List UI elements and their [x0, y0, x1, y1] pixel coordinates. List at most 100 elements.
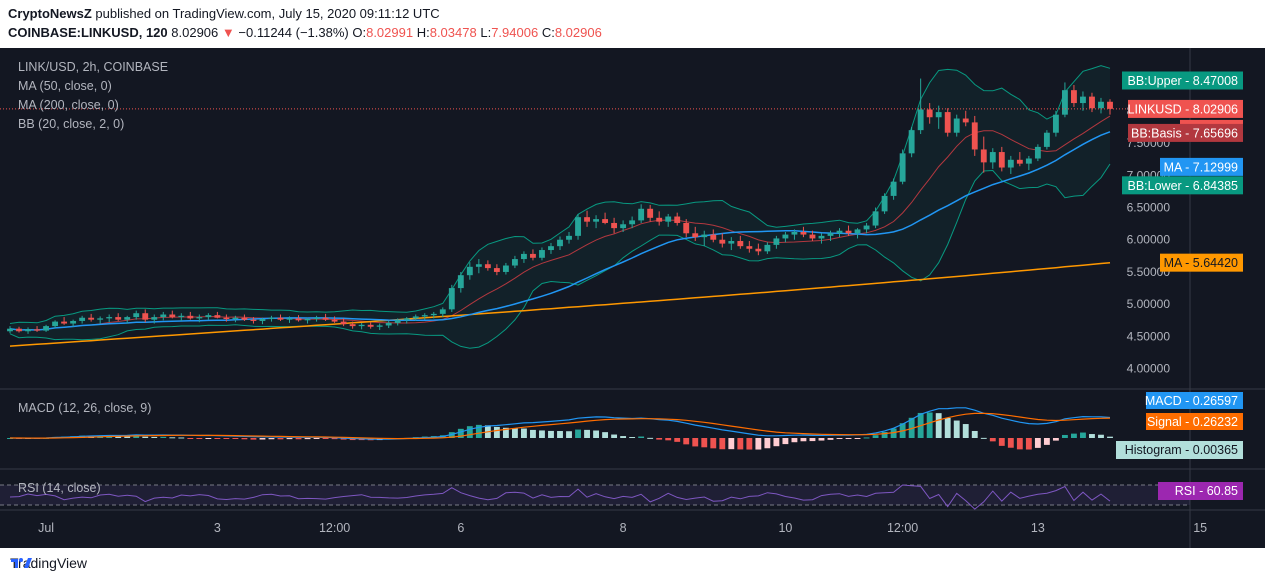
candle-body	[782, 234, 789, 239]
y-tick-label: 6.50000	[1127, 200, 1171, 214]
x-tick-label: 6	[457, 521, 464, 535]
candle-body	[322, 317, 329, 320]
macd-histogram-bar	[620, 436, 627, 438]
candle-body	[899, 153, 906, 182]
macd-histogram-bar	[944, 417, 951, 438]
macd-histogram-bar	[809, 438, 816, 442]
macd-histogram-bar	[1025, 438, 1032, 450]
candlestick-chart[interactable]: 4.00000 4.50000 5.00000 5.50000 6.00000 6.500…	[0, 48, 1265, 548]
macd-histogram-bar	[493, 426, 500, 438]
bb-lower-tag-bg	[1122, 176, 1243, 195]
ma200-line	[9, 261, 1111, 347]
candle-body	[466, 266, 473, 276]
legend-bb: BB (20, close, 2, 0)	[18, 117, 125, 131]
macd-histogram-bar	[502, 427, 509, 438]
candle-body	[1089, 96, 1095, 109]
macd-histogram-bar	[863, 437, 870, 439]
candle-body	[557, 239, 563, 247]
tradingview-logo[interactable]: TradingView	[10, 555, 87, 571]
candle-body	[620, 224, 627, 229]
macd-histogram-bar	[989, 438, 996, 442]
macd-histogram-bar	[638, 436, 645, 438]
candle-body	[863, 225, 870, 230]
candle-body	[385, 322, 392, 326]
macd-histogram-bar	[196, 438, 203, 439]
last-price: 8.02906	[171, 25, 219, 40]
candle-body	[809, 234, 816, 239]
macd-histogram-bar	[926, 412, 933, 438]
macd-histogram-bar	[241, 438, 248, 440]
candle-body	[214, 315, 221, 318]
macd-histogram-bar	[737, 438, 744, 450]
candle-body	[665, 216, 672, 222]
macd-histogram-bar	[557, 431, 563, 438]
candle-body	[1025, 158, 1032, 164]
candle-body	[710, 234, 717, 240]
publisher-name[interactable]: CryptoNewsZ	[8, 6, 92, 21]
macd-histogram-bar	[890, 428, 897, 438]
macd-histogram-bar	[1061, 434, 1068, 438]
candle-body	[791, 231, 798, 235]
candle-body	[926, 109, 933, 118]
candle-body	[872, 211, 879, 226]
y-tick-label: 4.00000	[1127, 362, 1171, 376]
candle-body	[647, 208, 654, 218]
macd-histogram-bar	[719, 438, 726, 450]
candle-body	[1007, 159, 1014, 168]
candle-body	[1061, 90, 1068, 115]
candle-body	[764, 244, 771, 252]
macd-histogram-bar	[178, 437, 185, 439]
chart-area[interactable]: 4.00000 4.50000 5.00000 5.50000 6.00000 6.500…	[0, 48, 1265, 548]
candle-body	[998, 152, 1005, 168]
candle-body	[971, 122, 978, 150]
candle-body	[232, 317, 239, 320]
macd-histogram-bar	[475, 424, 482, 438]
candle-body	[493, 268, 500, 272]
macd-histogram-bar	[259, 438, 266, 440]
candle-body	[530, 253, 536, 258]
candle-body	[61, 321, 68, 324]
candle-body	[52, 321, 59, 327]
candle-body	[602, 219, 609, 223]
candle-body	[241, 317, 248, 320]
candle-body	[349, 324, 356, 327]
macd-histogram-bar	[1052, 438, 1059, 441]
high-label: H:	[416, 25, 430, 40]
macd-tag-bg	[1146, 392, 1243, 409]
signal-tag-bg	[1146, 413, 1243, 430]
macd-histogram-bar	[1071, 433, 1077, 438]
macd-histogram-bar	[593, 430, 599, 438]
candle-body	[656, 217, 663, 222]
macd-histogram-bar	[854, 438, 861, 439]
close-value: 8.02906	[554, 25, 602, 40]
y-tick-label: 6.00000	[1127, 233, 1171, 247]
macd-histogram-bar	[1098, 434, 1104, 438]
linkusd-tag-bg	[1128, 99, 1243, 118]
bb-lower-line	[9, 163, 1111, 349]
macd-histogram-bar	[566, 431, 572, 438]
candle-body	[268, 317, 275, 320]
high-value: 8.03478	[429, 25, 477, 40]
macd-histogram-bar	[1089, 434, 1095, 438]
macd-histogram-bar	[223, 438, 230, 439]
candle-body	[746, 246, 753, 249]
macd-histogram-bar	[575, 429, 581, 438]
macd-histogram-bar	[998, 438, 1005, 446]
macd-histogram-bar	[331, 438, 338, 440]
candle-body	[412, 316, 419, 319]
macd-histogram-bar	[250, 438, 257, 440]
y-tick-label: 4.50000	[1127, 329, 1171, 343]
candle-body	[178, 315, 185, 318]
histogram-tag: Histogram - 0.00365	[1125, 443, 1238, 457]
candle-body	[800, 231, 807, 235]
footer: TradingView	[0, 548, 1265, 582]
macd-histogram-bar	[115, 436, 122, 438]
macd-histogram-bar	[268, 438, 275, 440]
candle-body	[935, 112, 942, 118]
bb-basis-tag: BB:Basis - 7.65696	[1131, 126, 1238, 140]
candle-body	[124, 317, 131, 320]
publish-line: CryptoNewsZ published on TradingView.com…	[8, 6, 440, 21]
x-tick-label: 10	[778, 521, 792, 535]
legend-ma200: MA (200, close, 0)	[18, 98, 119, 112]
macd-histogram-bar	[548, 430, 554, 438]
